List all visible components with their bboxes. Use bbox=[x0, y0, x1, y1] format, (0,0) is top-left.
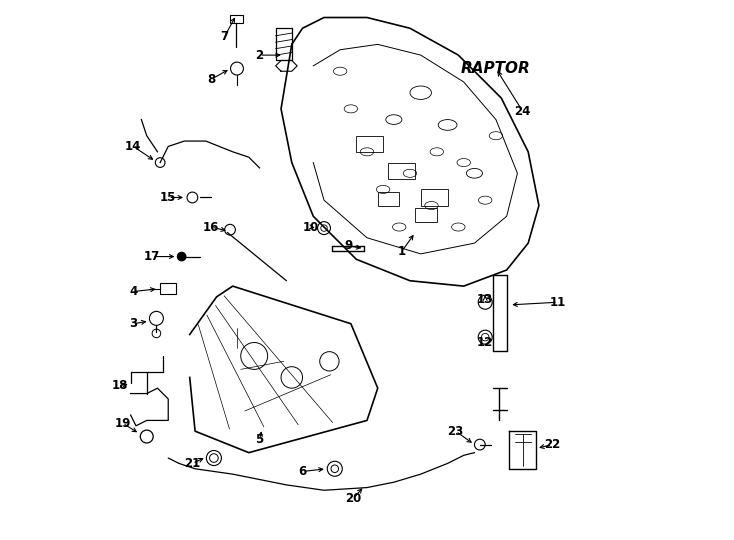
Text: RAPTOR: RAPTOR bbox=[461, 61, 531, 76]
Text: 11: 11 bbox=[550, 296, 566, 309]
Circle shape bbox=[178, 252, 186, 261]
Bar bbox=[356, 136, 383, 152]
Text: 17: 17 bbox=[144, 250, 160, 263]
Text: 24: 24 bbox=[515, 105, 531, 118]
Text: 5: 5 bbox=[255, 433, 264, 446]
Text: 14: 14 bbox=[125, 140, 142, 153]
Bar bbox=[378, 192, 399, 206]
Text: 19: 19 bbox=[115, 416, 131, 430]
Circle shape bbox=[331, 465, 338, 472]
Text: 12: 12 bbox=[477, 336, 493, 349]
Text: 3: 3 bbox=[129, 317, 137, 330]
Text: 4: 4 bbox=[129, 285, 137, 298]
Text: 13: 13 bbox=[477, 293, 493, 306]
Text: 15: 15 bbox=[160, 191, 176, 204]
Text: 22: 22 bbox=[544, 438, 561, 451]
Text: 10: 10 bbox=[302, 220, 319, 233]
Text: 23: 23 bbox=[448, 424, 464, 437]
Text: 9: 9 bbox=[344, 239, 352, 252]
Text: 6: 6 bbox=[299, 465, 307, 478]
Bar bbox=[415, 208, 437, 221]
Bar bbox=[230, 15, 243, 23]
Text: 20: 20 bbox=[346, 492, 362, 505]
Text: 8: 8 bbox=[207, 73, 215, 86]
Bar bbox=[388, 163, 415, 179]
Text: 7: 7 bbox=[221, 30, 229, 43]
Text: 18: 18 bbox=[112, 379, 128, 392]
Text: 21: 21 bbox=[184, 457, 200, 470]
Text: 16: 16 bbox=[203, 220, 219, 233]
Bar bbox=[421, 190, 448, 206]
Text: 2: 2 bbox=[255, 49, 264, 62]
Text: 1: 1 bbox=[398, 245, 406, 258]
Bar bbox=[160, 284, 176, 294]
